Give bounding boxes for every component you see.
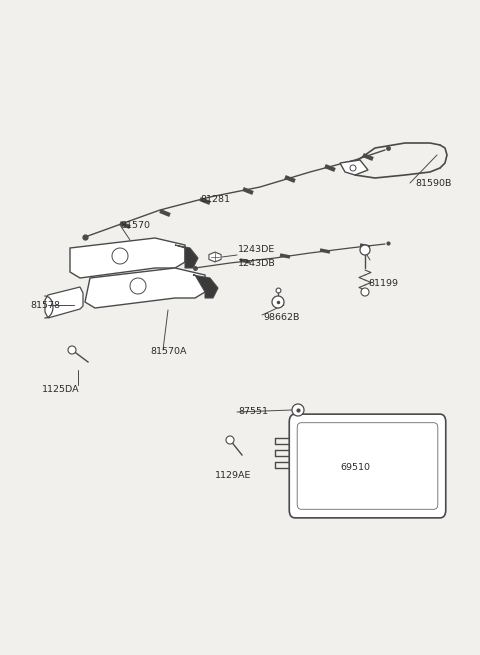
Polygon shape — [361, 288, 369, 296]
Text: 81570: 81570 — [120, 221, 150, 229]
FancyBboxPatch shape — [289, 414, 446, 518]
Polygon shape — [112, 248, 128, 264]
Polygon shape — [45, 287, 83, 318]
Text: 69510: 69510 — [340, 464, 370, 472]
Text: 81199: 81199 — [368, 278, 398, 288]
Polygon shape — [68, 346, 76, 354]
Text: 1129AE: 1129AE — [215, 472, 252, 481]
Polygon shape — [193, 275, 218, 298]
Text: 87551: 87551 — [238, 407, 268, 417]
Text: 1125DA: 1125DA — [42, 386, 80, 394]
Polygon shape — [175, 245, 198, 268]
Polygon shape — [360, 245, 370, 255]
Polygon shape — [350, 165, 356, 171]
Text: 1243DE: 1243DE — [238, 246, 275, 255]
Text: 81570A: 81570A — [150, 348, 187, 356]
Text: 98662B: 98662B — [263, 314, 300, 322]
Polygon shape — [85, 268, 205, 308]
Polygon shape — [70, 238, 185, 278]
Text: 1243DB: 1243DB — [238, 259, 276, 267]
Polygon shape — [226, 436, 234, 444]
Text: 81281: 81281 — [200, 195, 230, 204]
Text: 81578: 81578 — [30, 301, 60, 310]
Polygon shape — [292, 404, 304, 416]
Polygon shape — [272, 296, 284, 308]
Polygon shape — [340, 160, 368, 175]
Polygon shape — [290, 432, 295, 505]
Polygon shape — [130, 278, 146, 294]
Text: 81590B: 81590B — [415, 179, 451, 187]
Polygon shape — [209, 252, 221, 262]
